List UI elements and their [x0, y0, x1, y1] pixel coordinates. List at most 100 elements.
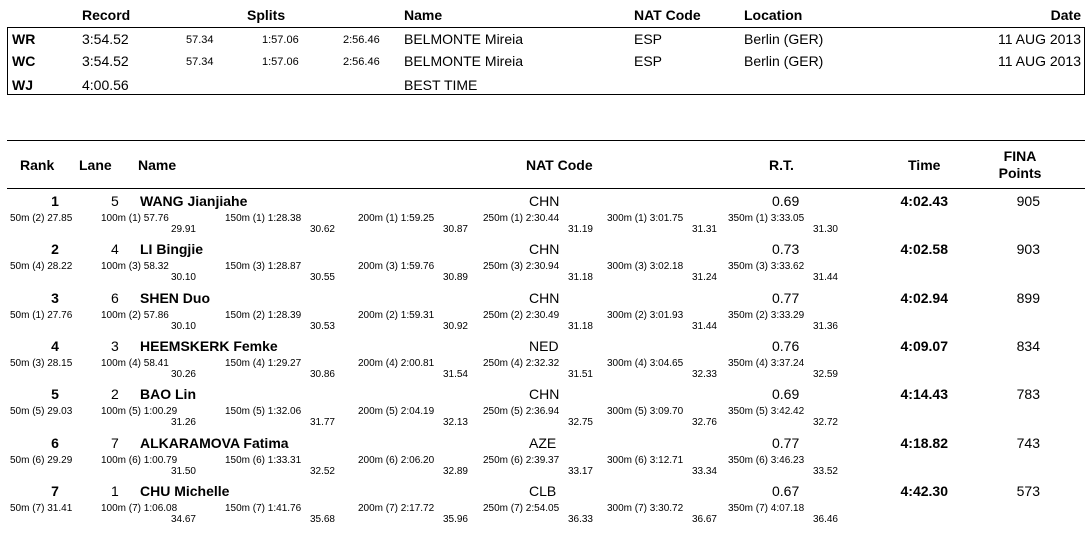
split-cell: 350m (6) 3:46.23 33.52	[728, 455, 838, 477]
split-cumulative: 150m (3) 1:28.87	[225, 261, 302, 273]
split-cell: 50m (2) 27.85	[10, 213, 100, 224]
split-cumulative: 100m (1) 57.76	[101, 213, 169, 224]
split-cell: 200m (3) 1:59.76 30.89	[358, 261, 468, 283]
split-lap: 30.92	[442, 320, 468, 332]
record-split-3: 2:56.46	[343, 34, 380, 46]
split-lap: 31.50	[170, 465, 196, 477]
split-cumulative: 200m (3) 1:59.76	[358, 261, 435, 273]
split-cell: 50m (3) 28.15	[10, 358, 100, 369]
split-cell: 250m (5) 2:36.94 32.75	[483, 406, 593, 428]
split-cell: 350m (5) 3:42.42 32.72	[728, 406, 838, 428]
split-cell: 300m (6) 3:12.71 33.34	[607, 455, 717, 477]
reaction-time: 0.73	[772, 241, 800, 258]
split-cumulative: 350m (6) 3:46.23	[728, 454, 805, 466]
swimmer-name: SHEN Duo	[140, 289, 210, 306]
split-cumulative: 50m (7) 31.41	[10, 502, 73, 514]
split-cell: 300m (3) 3:02.18 31.24	[607, 261, 717, 283]
location-header: Location	[744, 7, 803, 23]
rank: 4	[51, 337, 59, 354]
record-type: WR	[12, 31, 36, 47]
nat-code: NED	[529, 337, 559, 354]
split-cumulative: 350m (2) 3:33.29	[728, 309, 805, 321]
record-type: WJ	[12, 77, 33, 93]
split-cell: 50m (6) 29.29	[10, 455, 100, 466]
fina-label: FINA	[1003, 148, 1037, 164]
nat-code: CHN	[529, 289, 560, 306]
split-cell: 200m (7) 2:17.72 35.96	[358, 503, 468, 525]
split-cumulative: 50m (3) 28.15	[10, 357, 73, 369]
split-lap: 32.72	[812, 417, 838, 429]
splits-header: Splits	[247, 7, 286, 23]
record-split-1: 57.34	[186, 34, 214, 46]
record-location: Berlin (GER)	[744, 53, 824, 69]
time-header: Time	[908, 157, 941, 173]
final-time: 4:42.30	[900, 482, 948, 499]
record-split-2: 1:57.06	[262, 34, 299, 46]
split-cumulative: 250m (2) 2:30.49	[483, 309, 560, 321]
fina-points: 903	[1016, 241, 1040, 258]
split-cell: 250m (1) 2:30.44 31.19	[483, 213, 593, 235]
split-cell: 250m (3) 2:30.94 31.18	[483, 261, 593, 283]
split-cumulative: 100m (2) 57.86	[101, 309, 169, 321]
record-date: 11 AUG 2013	[997, 31, 1081, 47]
split-cell: 50m (4) 28.22	[10, 261, 100, 272]
split-cell: 100m (3) 58.32 30.10	[101, 261, 196, 283]
fina-points: 783	[1016, 386, 1040, 403]
reaction-time: 0.69	[772, 386, 800, 403]
split-lap: 31.44	[691, 320, 717, 332]
name-header-results: Name	[138, 157, 177, 173]
lane: 7	[111, 434, 119, 451]
rank: 6	[51, 434, 59, 451]
split-lap: 30.89	[442, 272, 468, 284]
split-lap: 33.17	[567, 465, 593, 477]
split-cumulative: 50m (6) 29.29	[10, 454, 73, 466]
split-cumulative: 150m (4) 1:29.27	[225, 357, 302, 369]
record-split-3: 2:56.46	[343, 56, 380, 68]
split-cell: 300m (1) 3:01.75 31.31	[607, 213, 717, 235]
nat-code: CHN	[529, 386, 560, 403]
split-lap: 31.24	[691, 272, 717, 284]
lane: 6	[111, 289, 119, 306]
lane: 2	[111, 386, 119, 403]
split-cell: 300m (4) 3:04.65 32.33	[607, 358, 717, 380]
split-lap: 31.36	[812, 320, 838, 332]
split-cell: 150m (4) 1:29.27 30.86	[225, 358, 335, 380]
lane: 5	[111, 193, 119, 209]
split-lap: 31.77	[309, 417, 335, 429]
name-header: Name	[404, 7, 443, 23]
split-lap: 31.54	[442, 368, 468, 380]
split-cell: 250m (4) 2:32.32 31.51	[483, 358, 593, 380]
split-cumulative: 200m (6) 2:06.20	[358, 454, 435, 466]
split-lap: 32.89	[442, 465, 468, 477]
split-cell: 250m (2) 2:30.49 31.18	[483, 310, 593, 332]
split-lap: 31.19	[567, 224, 593, 235]
split-cumulative: 150m (2) 1:28.39	[225, 309, 302, 321]
swimmer-name: ALKARAMOVA Fatima	[140, 434, 289, 451]
fina-points: 573	[1016, 482, 1040, 499]
record-split-1: 57.34	[186, 56, 214, 68]
split-cell: 150m (7) 1:41.76 35.68	[225, 503, 335, 525]
split-lap: 29.91	[170, 224, 196, 235]
nat-code-header: NAT Code	[634, 7, 701, 23]
lane: 3	[111, 337, 119, 354]
split-cumulative: 300m (4) 3:04.65	[607, 357, 684, 369]
final-time: 4:02.94	[900, 289, 948, 306]
record-header: Record	[82, 7, 131, 23]
split-cell: 150m (1) 1:28.38 30.62	[225, 213, 335, 235]
final-time: 4:14.43	[900, 386, 948, 403]
split-cumulative: 350m (4) 3:37.24	[728, 357, 805, 369]
split-cumulative: 350m (3) 3:33.62	[728, 261, 805, 273]
split-cell: 300m (7) 3:30.72 36.67	[607, 503, 717, 525]
lane-header: Lane	[79, 157, 112, 173]
split-lap: 31.44	[812, 272, 838, 284]
split-lap: 32.76	[691, 417, 717, 429]
split-cumulative: 50m (5) 29.03	[10, 406, 73, 418]
split-cell: 350m (2) 3:33.29 31.36	[728, 310, 838, 332]
swimmer-name: WANG Jianjiahe	[140, 193, 248, 209]
swimmer-name: CHU Michelle	[140, 482, 230, 499]
record-date: 11 AUG 2013	[997, 53, 1081, 69]
split-cell: 100m (6) 1:00.79 31.50	[101, 455, 196, 477]
split-cumulative: 300m (1) 3:01.75	[607, 213, 684, 224]
records-box	[7, 27, 1085, 95]
reaction-time: 0.69	[772, 193, 800, 209]
